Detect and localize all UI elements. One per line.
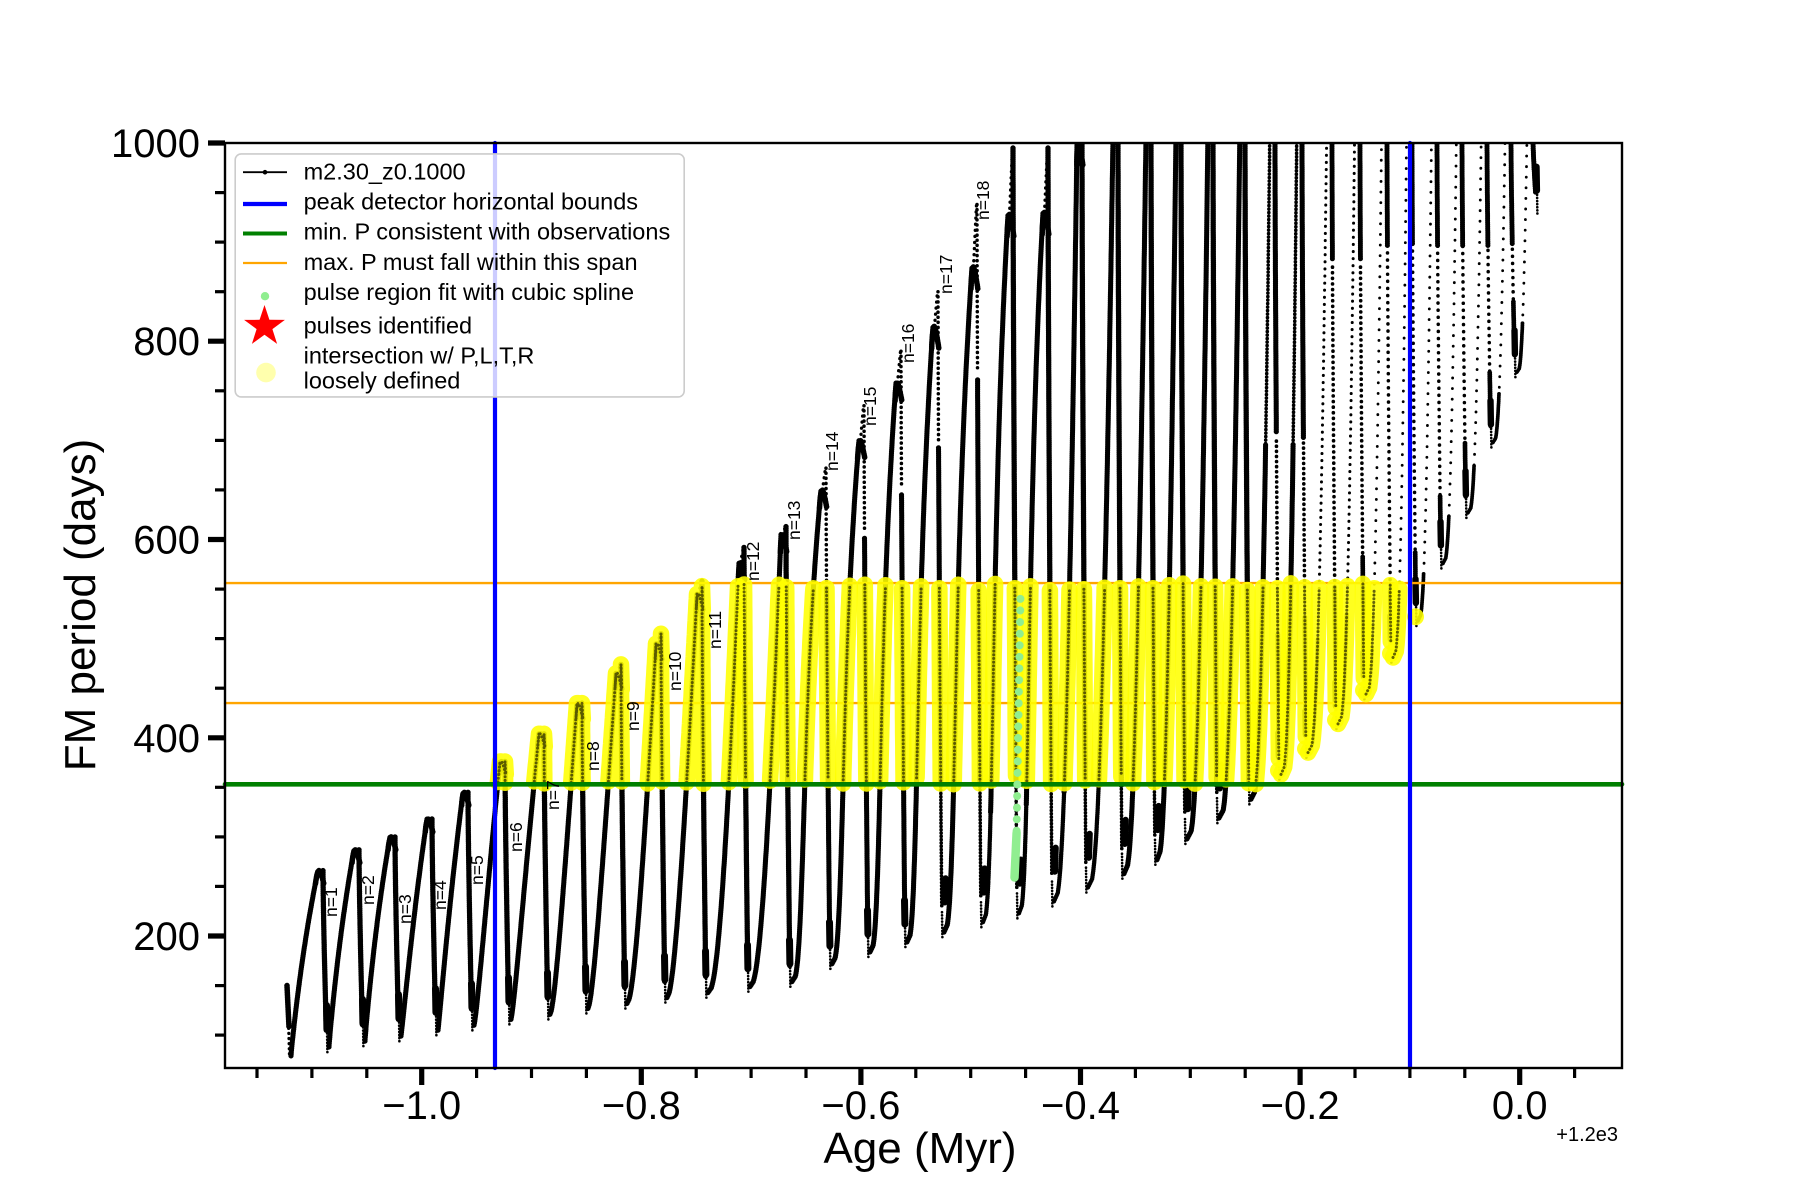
svg-text:n=15: n=15 [860, 387, 880, 426]
svg-text:n=16: n=16 [898, 324, 918, 363]
svg-text:n=4: n=4 [430, 880, 450, 910]
svg-text:600: 600 [133, 519, 200, 563]
svg-text:−0.4: −0.4 [1041, 1084, 1120, 1128]
svg-text:m2.30_z0.1000: m2.30_z0.1000 [304, 158, 466, 184]
svg-text:−0.8: −0.8 [602, 1084, 681, 1128]
svg-text:−0.6: −0.6 [821, 1084, 900, 1128]
svg-text:−0.2: −0.2 [1261, 1084, 1340, 1128]
svg-text:n=9: n=9 [623, 701, 643, 731]
svg-text:0.0: 0.0 [1492, 1084, 1548, 1128]
svg-text:+1.2e3: +1.2e3 [1556, 1124, 1618, 1146]
svg-text:n=12: n=12 [743, 542, 763, 581]
svg-text:n=6: n=6 [506, 822, 526, 852]
svg-text:pulses identified: pulses identified [304, 312, 473, 338]
svg-text:n=11: n=11 [705, 611, 725, 649]
svg-text:n=8: n=8 [583, 741, 603, 771]
svg-text:800: 800 [133, 320, 200, 364]
svg-text:n=1: n=1 [321, 887, 341, 917]
svg-text:peak detector horizontal bound: peak detector horizontal bounds [304, 189, 638, 215]
svg-text:intersection w/ P,L,T,R: intersection w/ P,L,T,R [304, 343, 535, 369]
svg-text:−1.0: −1.0 [382, 1084, 461, 1128]
svg-text:n=13: n=13 [784, 501, 804, 540]
svg-text:loosely defined: loosely defined [304, 368, 461, 394]
svg-text:Age (Myr): Age (Myr) [823, 1124, 1016, 1173]
svg-text:n=14: n=14 [822, 431, 842, 471]
svg-text:n=2: n=2 [358, 875, 378, 905]
svg-text:n=18: n=18 [973, 181, 993, 220]
svg-text:1000: 1000 [111, 122, 200, 166]
svg-text:n=17: n=17 [936, 255, 956, 294]
svg-text:n=10: n=10 [665, 651, 685, 691]
svg-text:200: 200 [133, 915, 200, 959]
svg-text:min. P consistent with observa: min. P consistent with observations [304, 219, 671, 245]
svg-text:FM period (days): FM period (days) [56, 439, 105, 772]
svg-text:400: 400 [133, 717, 200, 761]
svg-text:max. P must fall within this s: max. P must fall within this span [304, 249, 638, 275]
svg-text:n=5: n=5 [467, 855, 487, 885]
svg-text:n=3: n=3 [395, 894, 415, 924]
svg-text:pulse region fit with cubic sp: pulse region fit with cubic spline [304, 279, 634, 305]
svg-text:n=7: n=7 [543, 780, 563, 810]
